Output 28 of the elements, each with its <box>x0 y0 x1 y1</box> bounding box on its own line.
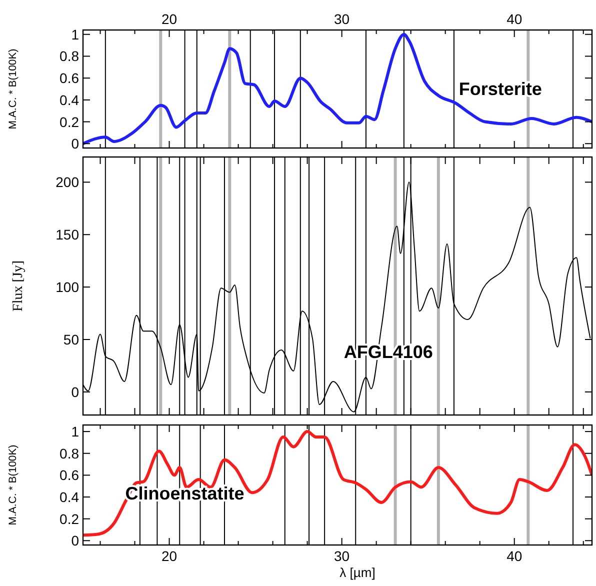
x-tick-label: 30 <box>334 548 350 564</box>
y-tick-label: 100 <box>56 279 80 296</box>
y-axis-title: Flux [Jy] <box>11 260 26 312</box>
y-axis-title: M.A.C. * B(100K) <box>7 48 19 130</box>
y-tick-label: 0.8 <box>60 445 80 462</box>
y-tick-label: 0.2 <box>60 114 80 130</box>
y-tick-label: 0.8 <box>60 48 80 64</box>
x-tick-label: 20 <box>161 548 178 564</box>
series-label: Forsterite <box>458 78 542 99</box>
y-tick-label: 0.4 <box>60 92 80 108</box>
y-tick-label: 0 <box>71 384 80 400</box>
y-tick-label: 0.4 <box>60 489 80 505</box>
y-tick-label: 150 <box>56 226 80 243</box>
x-tick-label: 40 <box>506 548 522 564</box>
x-axis-title: λ [µm] <box>340 565 376 580</box>
y-tick-label: 200 <box>56 174 80 190</box>
y-axis-title: M.A.C. * B(100K) <box>7 444 19 526</box>
y-tick-label: 1 <box>71 26 80 42</box>
x-tick-label: 20 <box>161 11 178 27</box>
y-tick-label: 50 <box>63 331 80 348</box>
y-tick-label: 0.6 <box>60 70 80 86</box>
y-tick-label: 0.6 <box>60 467 80 484</box>
y-tick-label: 0 <box>71 136 80 152</box>
y-tick-label: 0.2 <box>60 510 80 527</box>
y-tick-label: 0 <box>71 532 80 549</box>
x-tick-label: 40 <box>506 11 522 27</box>
y-tick-label: 1 <box>71 424 80 440</box>
x-tick-label: 30 <box>334 11 350 27</box>
